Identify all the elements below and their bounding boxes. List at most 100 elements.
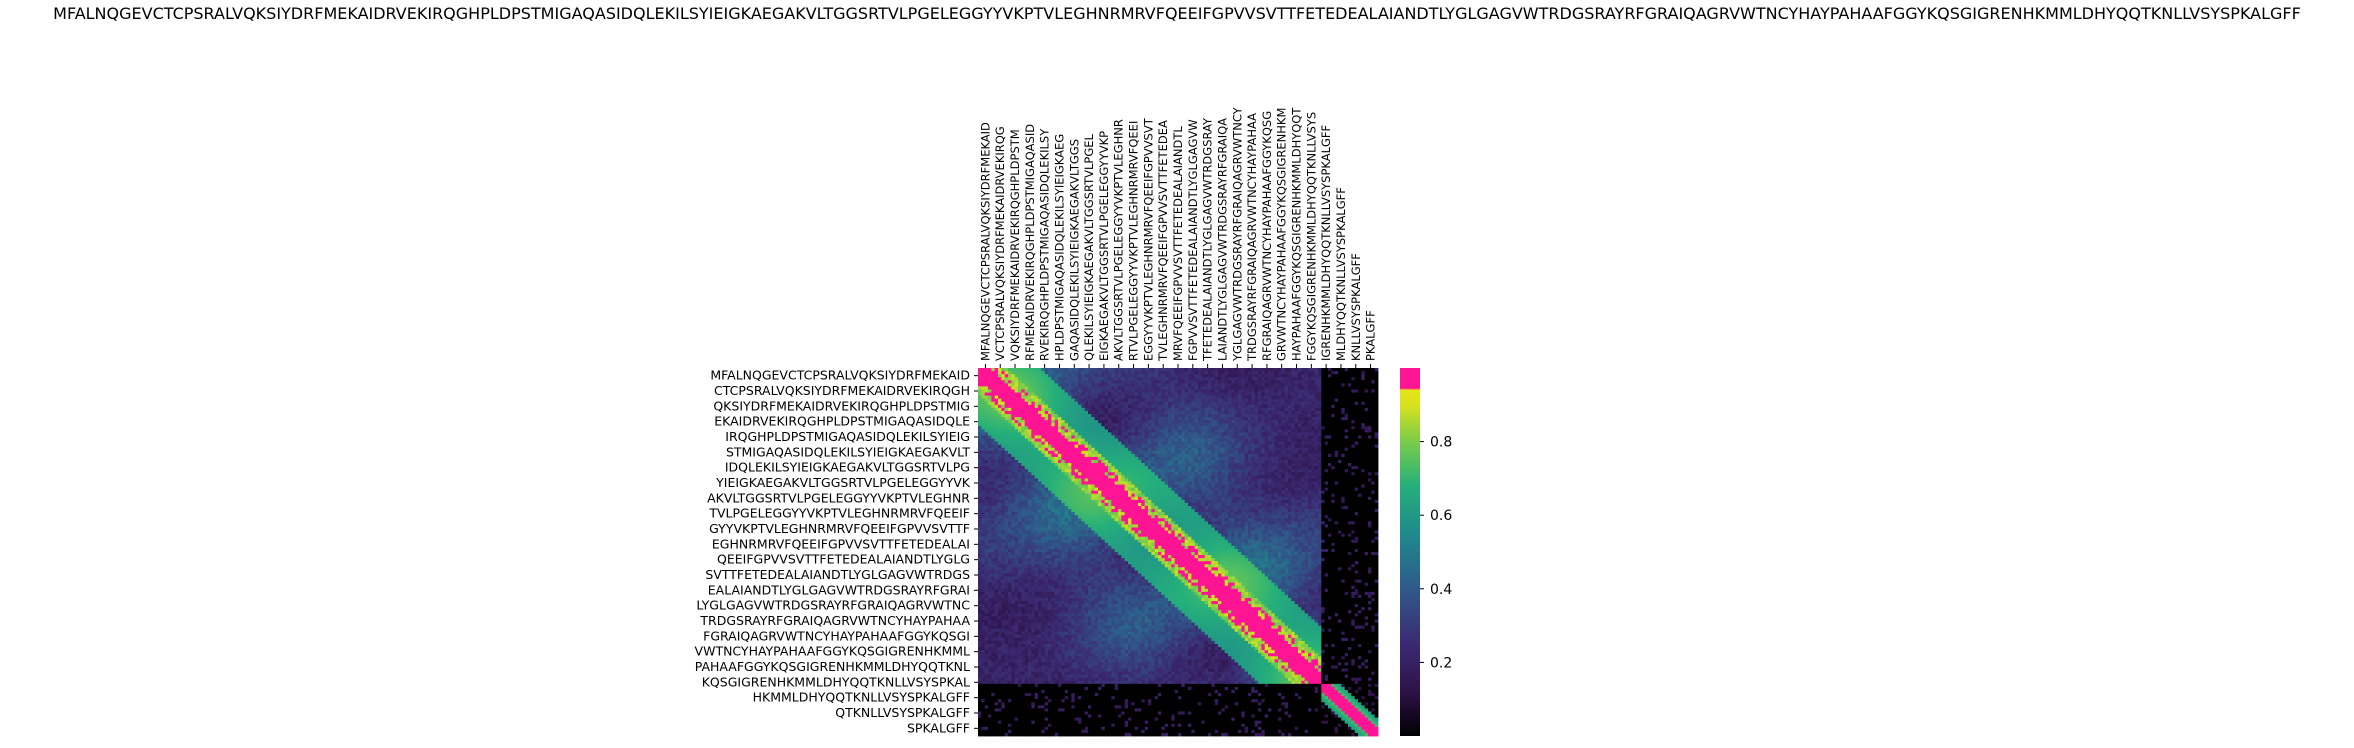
heatmap-cell [1201, 417, 1206, 421]
heatmap-cell [1214, 392, 1219, 396]
heatmap-cell [1234, 371, 1239, 375]
heatmap-cell [1328, 398, 1332, 403]
heatmap-cell [1051, 414, 1056, 418]
heatmap-cell [998, 460, 1002, 464]
heatmap-cell [1148, 481, 1152, 485]
heatmap-cell [1328, 472, 1332, 476]
heatmap-cell [1368, 389, 1372, 393]
heatmap-cell [1218, 404, 1222, 409]
heatmap-cell [1244, 466, 1249, 470]
heatmap-cell [1171, 386, 1176, 390]
heatmap-cell [1051, 407, 1056, 412]
heatmap-cell [1238, 450, 1242, 455]
heatmap-cell [1264, 441, 1269, 446]
heatmap-cell [1358, 407, 1362, 412]
heatmap-cell [1264, 432, 1269, 436]
heatmap-cell [1001, 450, 1006, 455]
heatmap-cell [1171, 444, 1176, 449]
heatmap-cell [1354, 466, 1359, 470]
heatmap-cell [1001, 417, 1006, 421]
heatmap-cell [1111, 386, 1116, 390]
heatmap-cell [1218, 377, 1222, 381]
heatmap-cell [1098, 438, 1102, 442]
heatmap-cell [1118, 438, 1122, 442]
heatmap-cell [1374, 374, 1379, 378]
heatmap-cell [1328, 481, 1332, 485]
heatmap-cell [1044, 490, 1049, 495]
heatmap-cell [1268, 377, 1272, 381]
heatmap-cell [1371, 380, 1376, 384]
heatmap-cell [1298, 426, 1302, 430]
heatmap-cell [1034, 435, 1039, 439]
heatmap-cell [1371, 438, 1376, 442]
heatmap-cell [1128, 426, 1132, 430]
heatmap-cell [1098, 450, 1102, 455]
heatmap-cell [1181, 377, 1186, 381]
heatmap-cell [1274, 453, 1279, 458]
heatmap-cell [984, 368, 989, 372]
heatmap-cell [1218, 453, 1222, 458]
heatmap-cell [1131, 368, 1136, 372]
heatmap-cell [1248, 432, 1252, 436]
heatmap-cell [1341, 487, 1346, 492]
heatmap-cell [1344, 371, 1349, 375]
heatmap-cell [1304, 435, 1309, 439]
heatmap-cell [988, 371, 992, 375]
heatmap-cell [1031, 374, 1036, 378]
heatmap-cell [1258, 423, 1262, 427]
heatmap-cell [1364, 386, 1369, 390]
heatmap-cell [1128, 374, 1132, 378]
heatmap-cell [1181, 417, 1186, 421]
heatmap-cell [1211, 426, 1216, 430]
heatmap-cell [1021, 493, 1026, 498]
heatmap-cell [1144, 438, 1149, 442]
heatmap-cell [1271, 484, 1276, 488]
heatmap-cell [1014, 441, 1019, 446]
heatmap-cell [1298, 469, 1302, 473]
heatmap-cell [1374, 469, 1379, 473]
heatmap-cell [1318, 484, 1322, 488]
heatmap-cell [1301, 487, 1306, 492]
heatmap-cell [991, 420, 996, 424]
heatmap-cell [1154, 432, 1159, 436]
heatmap-cell [1231, 386, 1236, 390]
heatmap-cell [1314, 447, 1319, 452]
heatmap-cell [1184, 453, 1189, 458]
heatmap-cell [1231, 417, 1236, 421]
heatmap-cell [1224, 423, 1229, 427]
heatmap-cell [1328, 429, 1332, 433]
heatmap-cell [1144, 404, 1149, 409]
heatmap-cell [1361, 417, 1366, 421]
heatmap-cell [1311, 475, 1316, 479]
heatmap-cell [1314, 377, 1319, 381]
heatmap-cell [1324, 466, 1329, 470]
heatmap-cell [1138, 493, 1142, 498]
heatmap-cell [1354, 404, 1359, 409]
heatmap-cell [1091, 429, 1096, 433]
heatmap-cell [1051, 392, 1056, 396]
heatmap-cell [1078, 453, 1082, 458]
heatmap-cell [1348, 374, 1352, 378]
heatmap-cell [981, 423, 986, 427]
heatmap-cell [1051, 463, 1056, 467]
heatmap-cell [1338, 447, 1342, 452]
heatmap-cell [1361, 478, 1366, 482]
heatmap-cell [1201, 383, 1206, 387]
heatmap-cell [1144, 368, 1149, 372]
heatmap-cell [1131, 453, 1136, 458]
heatmap-cell [1328, 490, 1332, 495]
heatmap-cell [1188, 435, 1192, 439]
heatmap-cell [1281, 401, 1286, 406]
heatmap-cell [1018, 460, 1022, 464]
heatmap-cell [991, 386, 996, 390]
heatmap-cell [1334, 453, 1339, 458]
heatmap-cell [981, 487, 986, 492]
heatmap-cell [1208, 414, 1212, 418]
heatmap-cell [1218, 450, 1222, 455]
heatmap-cell [1191, 392, 1196, 396]
heatmap-cell [1288, 401, 1292, 406]
heatmap-cell [1291, 484, 1296, 488]
heatmap-cell [1041, 410, 1046, 415]
heatmap-cell [1131, 414, 1136, 418]
heatmap-cell [1321, 429, 1326, 433]
